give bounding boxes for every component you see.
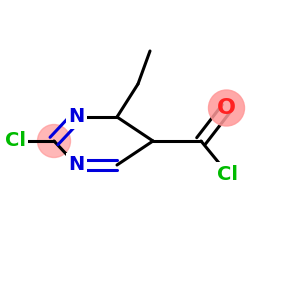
Circle shape xyxy=(208,90,244,126)
Text: Cl: Cl xyxy=(4,131,26,151)
Circle shape xyxy=(38,124,70,158)
Text: Cl: Cl xyxy=(218,164,239,184)
Text: O: O xyxy=(217,98,236,118)
Text: N: N xyxy=(68,155,85,175)
Text: N: N xyxy=(68,107,85,127)
